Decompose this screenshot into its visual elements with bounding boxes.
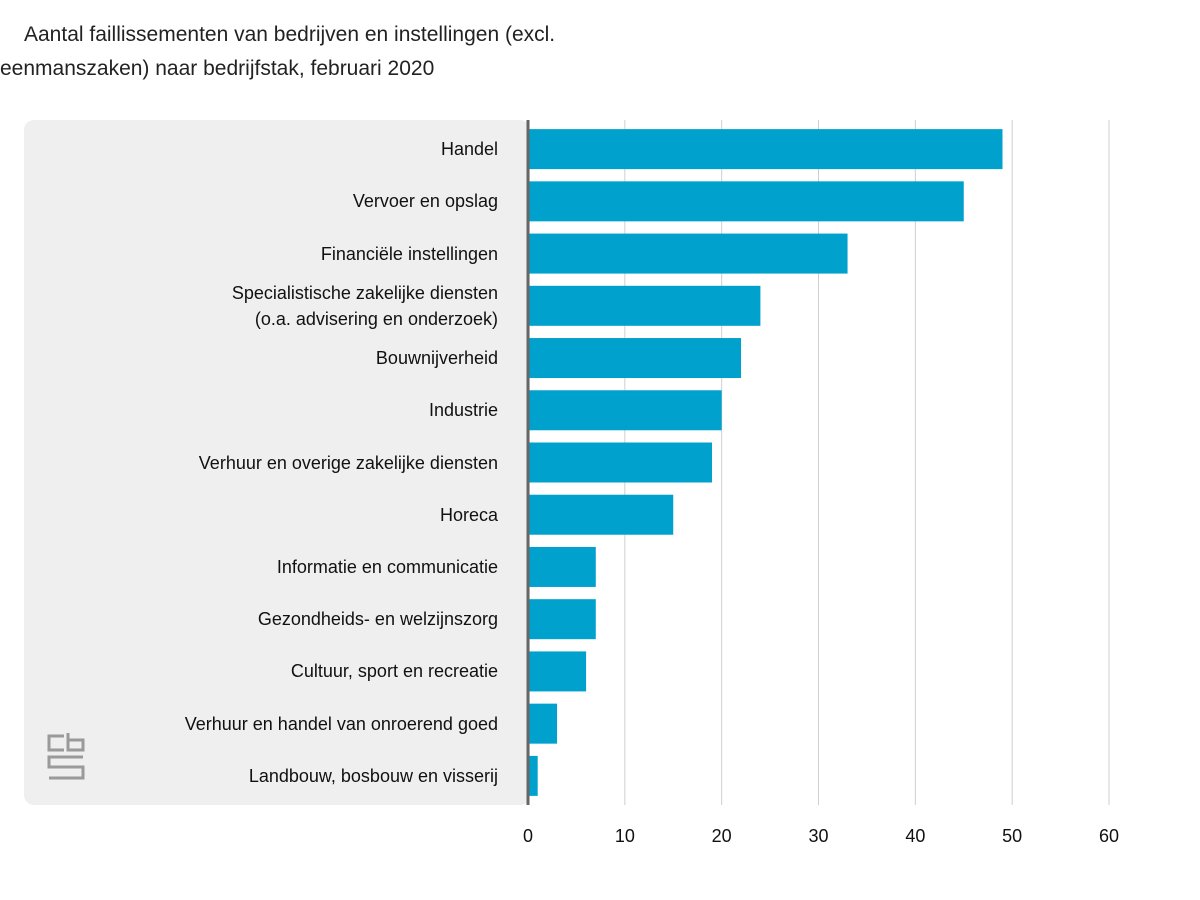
x-tick-label: 40 bbox=[905, 826, 925, 846]
label-panel bbox=[24, 120, 530, 805]
x-tick-label: 0 bbox=[523, 826, 533, 846]
x-tick-label: 30 bbox=[808, 826, 828, 846]
chart-title: Aantal faillissementen van bedrijven en … bbox=[0, 23, 556, 80]
y-tick-label: Verhuur en handel van onroerend goed bbox=[184, 713, 498, 734]
x-tick-label: 20 bbox=[712, 826, 732, 846]
y-tick-label: Handel bbox=[440, 139, 498, 160]
bar bbox=[528, 338, 742, 379]
x-tick-label: 10 bbox=[615, 826, 635, 846]
logo bbox=[47, 733, 85, 780]
bar bbox=[528, 651, 587, 692]
y-tick-label: Specialistische zakelijke diensten (o.a.… bbox=[231, 282, 498, 329]
x-tick-label: 60 bbox=[1099, 826, 1119, 846]
bar bbox=[528, 546, 596, 587]
bar bbox=[528, 703, 558, 744]
y-tick-label: Informatie en communicatie bbox=[276, 556, 498, 577]
y-tick-label: Verhuur en overige zakelijke diensten bbox=[198, 452, 498, 473]
y-tick-label: Cultuur, sport en recreatie bbox=[290, 661, 498, 682]
x-tick-label: 50 bbox=[1002, 826, 1022, 846]
bar bbox=[528, 285, 761, 326]
y-tick-label: Gezondheids- en welzijnszorg bbox=[257, 609, 498, 630]
bar bbox=[528, 755, 538, 796]
bar bbox=[528, 181, 964, 222]
bar bbox=[528, 442, 712, 483]
bar bbox=[528, 390, 722, 431]
y-tick-label: Horeca bbox=[439, 504, 498, 525]
bar bbox=[528, 599, 596, 640]
bar bbox=[528, 494, 674, 535]
y-tick-label: Bouwnijverheid bbox=[375, 348, 498, 369]
y-tick-label: Industrie bbox=[428, 400, 498, 421]
y-tick-label: Vervoer en opslag bbox=[352, 191, 498, 212]
y-tick-label: Financiële instellingen bbox=[320, 243, 498, 264]
bar bbox=[528, 233, 848, 274]
y-tick-label: Landbouw, bosbouw en visserij bbox=[248, 765, 498, 786]
bar bbox=[528, 129, 1003, 170]
